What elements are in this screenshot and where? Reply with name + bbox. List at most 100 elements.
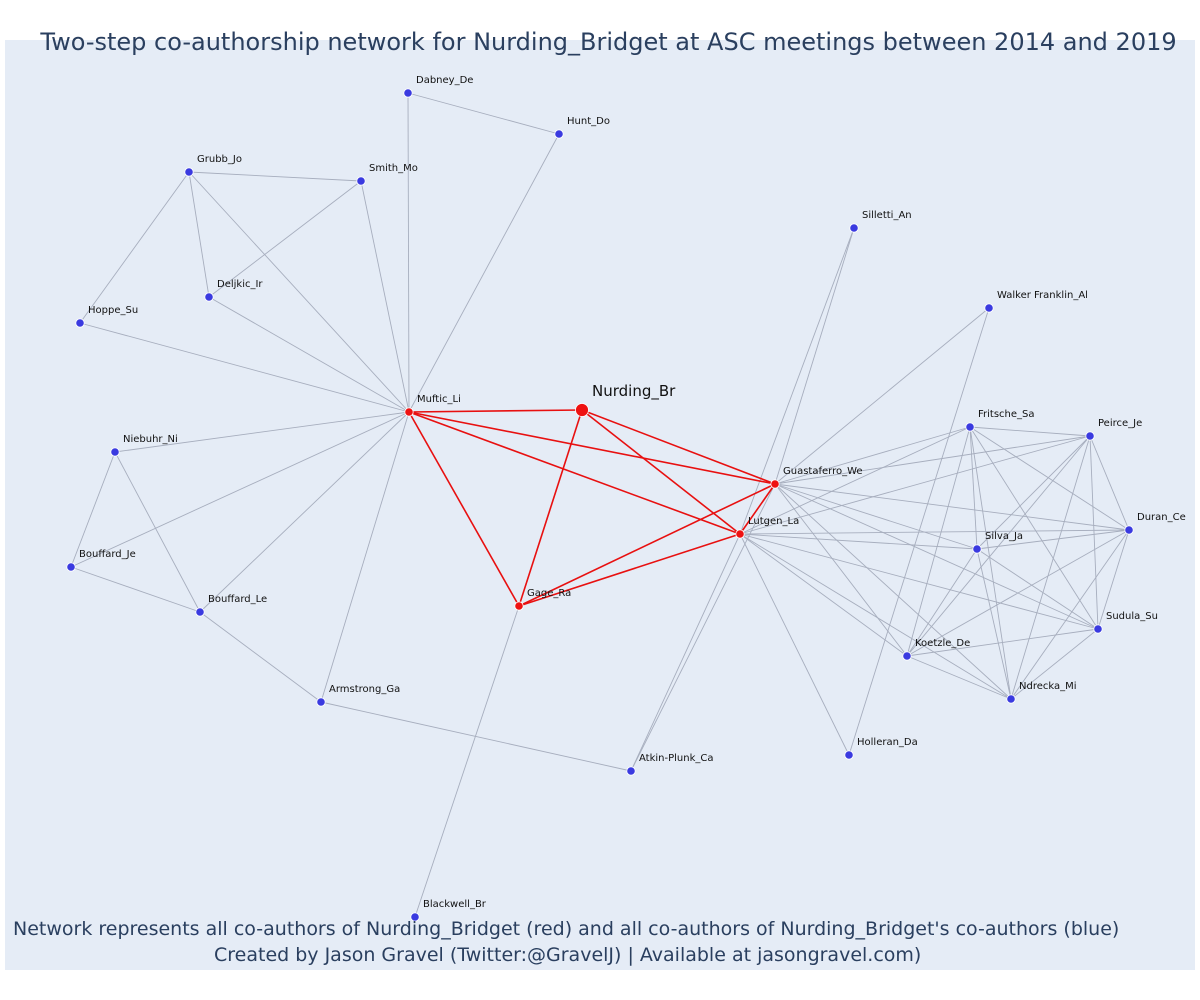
node-duran-ce[interactable] [1124, 525, 1134, 535]
node-bouffard-je[interactable] [66, 562, 76, 572]
node-label-dabney-de: Dabney_De [416, 75, 473, 86]
edge-silva-ja-sudula-su [976, 548, 1099, 630]
node-bouffard-le[interactable] [195, 607, 205, 617]
node-fritsche-sa[interactable] [965, 422, 975, 432]
node-label-blackwell-br: Blackwell_Br [423, 899, 487, 910]
node-ndrecka-mi[interactable] [1006, 694, 1016, 704]
edge-gage-ra-lutgen-la [518, 533, 741, 607]
chart-title: Two-step co-authorship network for Nurdi… [40, 28, 1177, 56]
node-peirce-je[interactable] [1085, 431, 1095, 441]
node-label-hunt-do: Hunt_Do [567, 116, 610, 127]
node-grubb-jo[interactable] [184, 167, 194, 177]
node-deljkic-ir[interactable] [204, 292, 214, 302]
footer-description: Network represents all co-authors of Nur… [13, 918, 1120, 940]
edge-niebuhr-ni-muftic-li [114, 411, 410, 453]
edge-nurding-br-muftic-li [408, 409, 583, 413]
edge-grubb-jo-smith-mo [188, 171, 362, 182]
node-dabney-de[interactable] [403, 88, 413, 98]
edge-silva-ja-koetzle-de [906, 548, 978, 657]
edge-atkin-plunk-ca-guastaferro-we [630, 483, 776, 772]
edge-koetzle-de-lutgen-la [739, 533, 908, 657]
node-blackwell-br[interactable] [410, 912, 420, 922]
edge-silletti-an-guastaferro-we [774, 227, 855, 485]
node-muftic-li[interactable] [404, 407, 414, 417]
edge-bouffard-je-bouffard-le [70, 566, 201, 613]
node-label-silva-ja: Silva_Ja [985, 531, 1023, 542]
node-holleran-da[interactable] [844, 750, 854, 760]
edge-sudula-su-lutgen-la [739, 533, 1099, 630]
edge-koetzle-de-guastaferro-we [774, 483, 908, 657]
node-niebuhr-ni[interactable] [110, 447, 120, 457]
node-label-koetzle-de: Koetzle_De [915, 638, 970, 649]
edge-duran-ce-guastaferro-we [774, 483, 1130, 531]
edge-peirce-je-silva-ja [976, 435, 1091, 550]
edge-peirce-je-lutgen-la [739, 435, 1091, 535]
node-label-grubb-jo: Grubb_Jo [197, 154, 242, 165]
edge-armstrong-ga-atkin-plunk-ca [320, 701, 632, 772]
edge-fritsche-sa-ndrecka-mi [969, 426, 1012, 700]
edge-fritsche-sa-peirce-je [969, 426, 1091, 437]
edge-bouffard-le-muftic-li [199, 411, 410, 613]
edge-holleran-da-lutgen-la [739, 533, 850, 756]
node-guastaferro-we[interactable] [770, 479, 780, 489]
node-label-sudula-su: Sudula_Su [1106, 611, 1158, 622]
node-hoppe-su[interactable] [75, 318, 85, 328]
edge-peirce-je-guastaferro-we [774, 435, 1091, 485]
node-silletti-an[interactable] [849, 223, 859, 233]
edge-fritsche-sa-duran-ce [969, 426, 1130, 531]
edge-peirce-je-duran-ce [1089, 435, 1130, 531]
edge-grubb-jo-deljkic-ir [188, 171, 210, 298]
edge-ndrecka-mi-guastaferro-we [774, 483, 1012, 700]
edge-silva-ja-lutgen-la [739, 533, 978, 550]
edge-muftic-li-gage-ra [408, 411, 520, 607]
node-label-peirce-je: Peirce_Je [1098, 418, 1142, 429]
footer-credit: Created by Jason Gravel (Twitter:@Gravel… [214, 944, 922, 966]
node-armstrong-ga[interactable] [316, 697, 326, 707]
edge-duran-ce-lutgen-la [739, 529, 1130, 535]
edge-fritsche-sa-silva-ja [969, 426, 978, 550]
node-koetzle-de[interactable] [902, 651, 912, 661]
node-atkin-plunk-ca[interactable] [626, 766, 636, 776]
first-degree-edges [408, 409, 776, 607]
node-label-gage-ra: Gage_Ra [527, 588, 571, 599]
node-hunt-do[interactable] [554, 129, 564, 139]
edge-koetzle-de-ndrecka-mi [906, 655, 1012, 700]
node-nurding-br[interactable] [575, 403, 589, 417]
edge-fritsche-sa-koetzle-de [906, 426, 971, 657]
edge-sudula-su-ndrecka-mi [1010, 628, 1099, 700]
node-label-atkin-plunk-ca: Atkin-Plunk_Ca [639, 753, 714, 764]
node-label-ndrecka-mi: Ndrecka_Mi [1019, 681, 1077, 692]
node-label-bouffard-le: Bouffard_Le [208, 594, 267, 605]
edge-blackwell-br-gage-ra [414, 605, 520, 918]
node-label-walker-franklin-al: Walker Franklin_Al [997, 290, 1088, 301]
edge-niebuhr-ni-bouffard-je [70, 451, 116, 568]
edge-sudula-su-koetzle-de [906, 628, 1099, 657]
node-label-nurding-br: Nurding_Br [592, 382, 676, 401]
edge-bouffard-je-muftic-li [70, 411, 410, 568]
node-gage-ra[interactable] [514, 601, 524, 611]
edge-duran-ce-ndrecka-mi [1010, 529, 1130, 700]
edge-silva-ja-guastaferro-we [774, 483, 978, 550]
edge-hoppe-su-muftic-li [79, 322, 410, 413]
edge-walker-franklin-al-guastaferro-we [774, 307, 990, 485]
node-sudula-su[interactable] [1093, 624, 1103, 634]
edge-peirce-je-sudula-su [1089, 435, 1099, 630]
edge-smith-mo-deljkic-ir [208, 180, 362, 298]
edge-gage-ra-guastaferro-we [518, 483, 776, 607]
edge-fritsche-sa-sudula-su [969, 426, 1099, 630]
edge-peirce-je-ndrecka-mi [1010, 435, 1091, 700]
edge-grubb-jo-muftic-li [188, 171, 410, 413]
edge-smith-mo-muftic-li [360, 180, 410, 413]
node-silva-ja[interactable] [972, 544, 982, 554]
second-degree-edges [70, 92, 1130, 918]
edge-niebuhr-ni-bouffard-le [114, 451, 201, 613]
node-labels: Nurding_Br Muftic_Li Gage_Ra Guastaferro_We… [79, 75, 1186, 910]
edge-bouffard-le-armstrong-ga [199, 611, 322, 703]
node-label-hoppe-su: Hoppe_Su [88, 305, 138, 316]
node-walker-franklin-al[interactable] [984, 303, 994, 313]
node-smith-mo[interactable] [356, 176, 366, 186]
edge-silva-ja-ndrecka-mi [976, 548, 1012, 700]
edge-nurding-br-gage-ra [518, 409, 583, 607]
node-lutgen-la[interactable] [735, 529, 745, 539]
